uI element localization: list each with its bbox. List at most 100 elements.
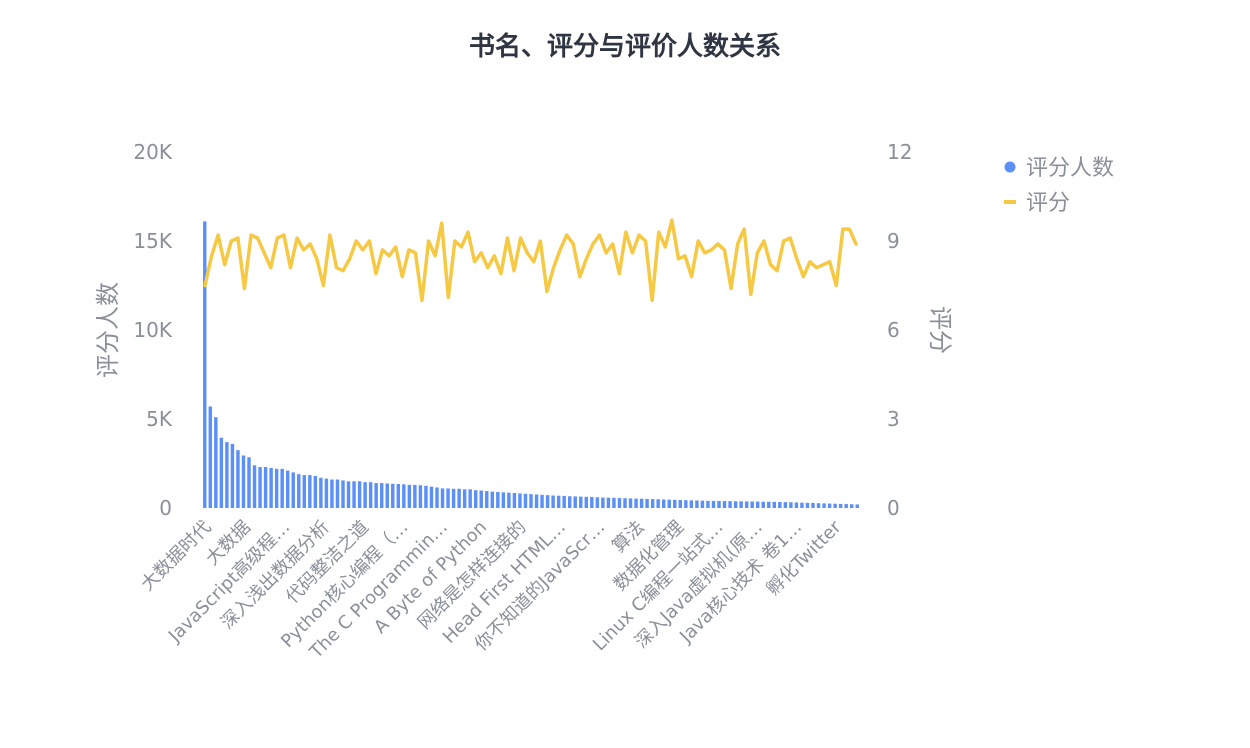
bar[interactable] <box>612 497 616 508</box>
bar[interactable] <box>783 502 788 508</box>
bar[interactable] <box>263 467 268 508</box>
bar[interactable] <box>816 503 821 508</box>
bar[interactable] <box>645 498 649 508</box>
bar[interactable] <box>490 491 495 508</box>
legend-label-rating[interactable]: 评分 <box>1026 191 1070 216</box>
bar[interactable] <box>413 484 417 508</box>
bar[interactable] <box>811 503 815 508</box>
bar[interactable] <box>313 475 318 508</box>
bar[interactable] <box>302 475 307 508</box>
bar[interactable] <box>767 501 771 508</box>
bar[interactable] <box>429 486 434 508</box>
bar[interactable] <box>722 501 727 508</box>
bar[interactable] <box>639 498 644 508</box>
bar[interactable] <box>623 498 627 508</box>
bar[interactable] <box>678 499 683 508</box>
bar[interactable] <box>673 499 677 508</box>
bar[interactable] <box>457 488 461 508</box>
legend-label-count[interactable]: 评分人数 <box>1026 156 1114 181</box>
bar[interactable] <box>827 503 832 508</box>
bar[interactable] <box>462 489 467 508</box>
bar[interactable] <box>512 493 517 508</box>
bar[interactable] <box>479 490 483 508</box>
bar[interactable] <box>418 485 423 508</box>
bar[interactable] <box>744 501 749 508</box>
legend[interactable]: 评分人数 评分 <box>1004 156 1114 216</box>
rating-line[interactable] <box>203 218 858 303</box>
bar[interactable] <box>650 499 655 508</box>
bar[interactable] <box>534 494 539 508</box>
bar[interactable] <box>667 499 671 508</box>
bar[interactable] <box>800 502 804 508</box>
bar[interactable] <box>319 477 323 508</box>
bar[interactable] <box>324 478 329 508</box>
bar[interactable] <box>440 488 445 508</box>
bar[interactable] <box>656 499 660 508</box>
bar[interactable] <box>706 500 710 508</box>
bar[interactable] <box>838 503 843 508</box>
bar[interactable] <box>551 495 555 508</box>
bar[interactable] <box>391 483 395 508</box>
bar[interactable] <box>230 443 235 508</box>
bar[interactable] <box>341 480 345 508</box>
bar[interactable] <box>424 485 428 508</box>
bar[interactable] <box>396 483 401 508</box>
bar[interactable] <box>330 479 334 508</box>
bar[interactable] <box>761 501 765 508</box>
bar[interactable] <box>523 493 528 508</box>
bar[interactable] <box>335 479 340 508</box>
bar[interactable] <box>849 504 854 508</box>
bar[interactable] <box>507 492 511 508</box>
bar[interactable] <box>379 483 384 508</box>
bar[interactable] <box>435 487 439 508</box>
bar[interactable] <box>407 484 412 508</box>
bar[interactable] <box>501 492 506 508</box>
bar[interactable] <box>822 503 826 508</box>
bar[interactable] <box>755 501 760 508</box>
bar[interactable] <box>374 483 378 508</box>
bar[interactable] <box>446 488 450 508</box>
bar[interactable] <box>368 482 373 508</box>
bar[interactable] <box>833 503 837 508</box>
bar[interactable] <box>258 467 262 508</box>
bar[interactable] <box>628 498 633 508</box>
bar[interactable] <box>750 501 754 509</box>
bar[interactable] <box>579 496 583 508</box>
bar[interactable] <box>308 475 312 508</box>
bar[interactable] <box>695 500 699 508</box>
bar[interactable] <box>778 501 782 508</box>
bar[interactable] <box>241 455 246 508</box>
bar[interactable] <box>794 502 799 508</box>
bar[interactable] <box>280 468 284 508</box>
bar[interactable] <box>617 498 622 508</box>
bar[interactable] <box>451 488 456 508</box>
bar[interactable] <box>225 442 229 508</box>
bar[interactable] <box>247 457 251 508</box>
bar[interactable] <box>661 499 666 508</box>
bar[interactable] <box>562 495 566 508</box>
bar[interactable] <box>711 500 716 508</box>
bar[interactable] <box>844 504 848 508</box>
bar[interactable] <box>468 489 472 508</box>
bar[interactable] <box>584 496 589 508</box>
bar[interactable] <box>567 496 572 508</box>
bar[interactable] <box>739 501 743 508</box>
bar[interactable] <box>297 474 301 508</box>
bar[interactable] <box>385 483 389 508</box>
bar[interactable] <box>274 468 279 508</box>
bar[interactable] <box>700 500 705 508</box>
bar[interactable] <box>236 450 240 508</box>
bar[interactable] <box>728 501 732 508</box>
bar[interactable] <box>717 500 721 508</box>
bar[interactable] <box>214 417 218 508</box>
bar[interactable] <box>252 465 257 508</box>
bar[interactable] <box>556 495 561 508</box>
bar[interactable] <box>529 494 533 508</box>
bar[interactable] <box>634 498 638 508</box>
bar[interactable] <box>269 467 273 508</box>
bar[interactable] <box>733 501 738 508</box>
bar[interactable] <box>363 482 367 508</box>
bar[interactable] <box>805 502 810 508</box>
bar[interactable] <box>285 470 290 508</box>
bar[interactable] <box>772 501 777 508</box>
